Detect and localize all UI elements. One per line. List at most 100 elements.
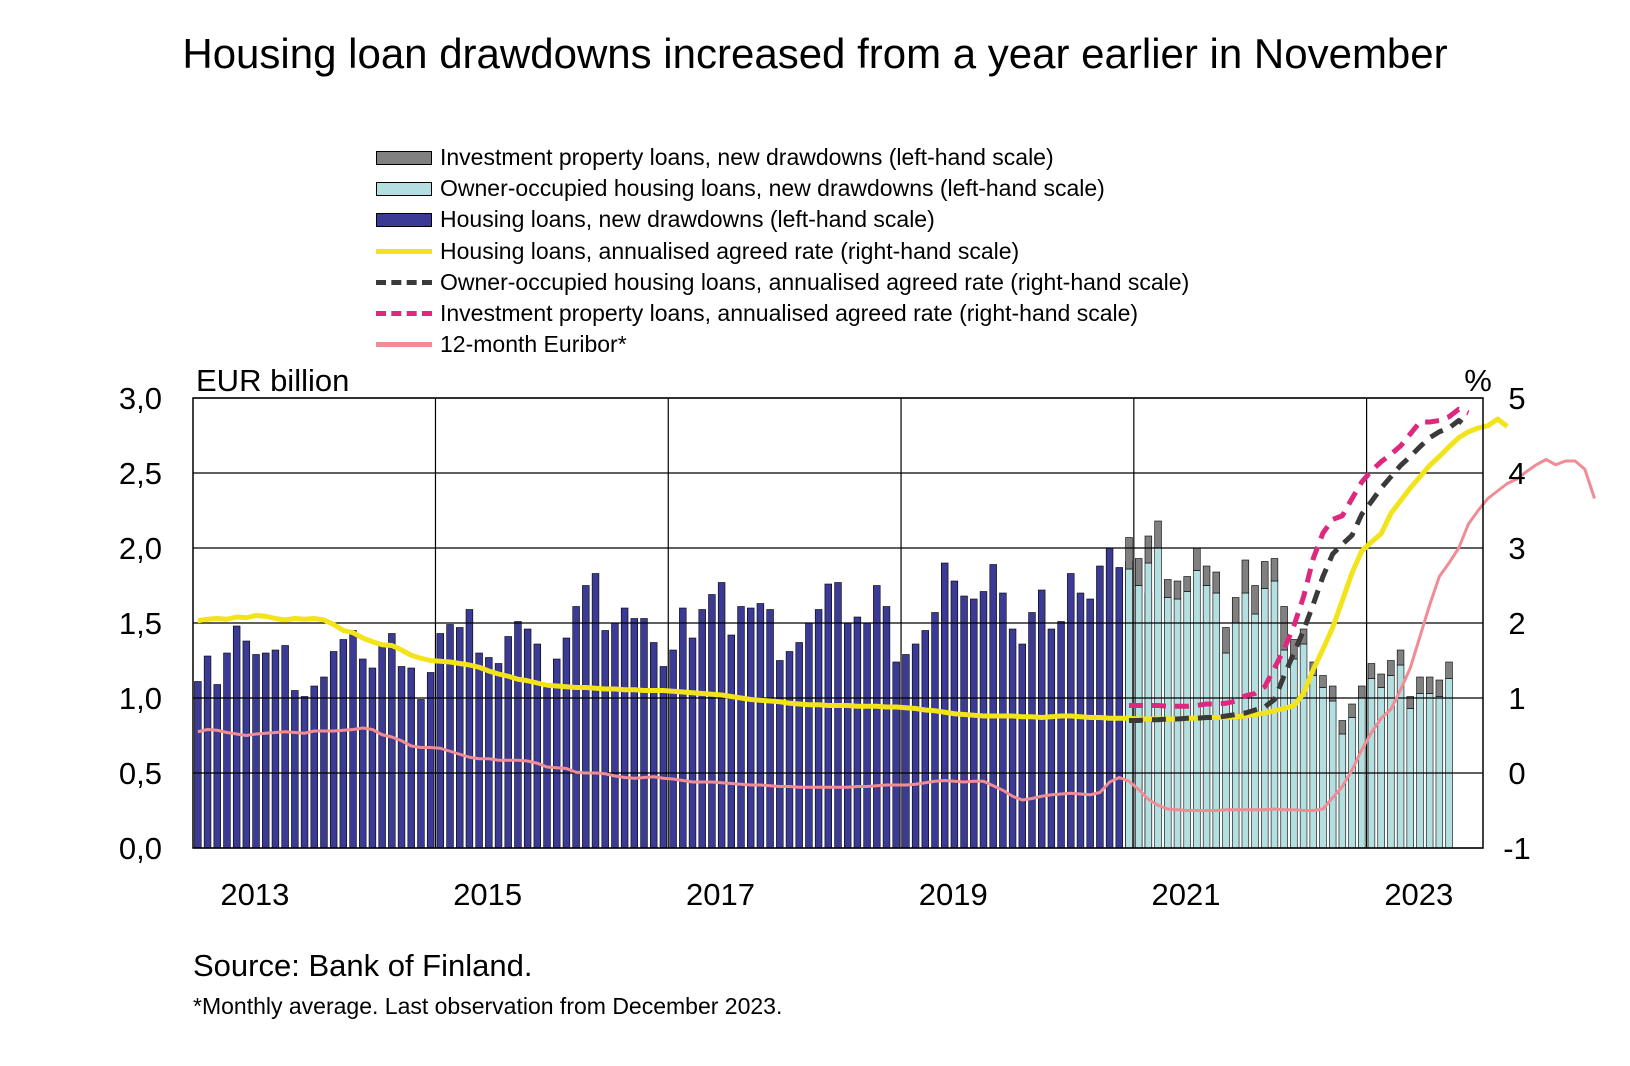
bar-housing-loans: [650, 642, 658, 849]
bar-housing-loans: [844, 622, 852, 849]
x-tick-label: 2021: [1152, 877, 1221, 912]
bar-housing-loans: [417, 699, 425, 849]
bar-housing-loans: [960, 595, 968, 849]
legend-swatch: [376, 329, 432, 360]
bar-housing-loans: [262, 652, 270, 849]
legend-item: Investment property loans, new drawdowns…: [376, 142, 1189, 173]
bar-housing-loans: [717, 582, 726, 849]
bar-investment-property: [1338, 720, 1347, 735]
bar-housing-loans: [795, 642, 803, 849]
bar-housing-loans: [582, 585, 590, 849]
bar-investment-property: [1261, 561, 1269, 589]
bar-housing-loans: [853, 616, 862, 849]
y-left-tick-label: 2,5: [119, 456, 162, 491]
plot-frame: [192, 397, 1484, 849]
bar-housing-loans: [669, 649, 677, 849]
bar-investment-property: [1212, 571, 1220, 594]
bar-housing-loans: [242, 640, 251, 849]
bar-housing-loans: [300, 696, 309, 849]
bar-housing-loans: [232, 625, 241, 849]
bar-owner-occupied: [1406, 708, 1414, 849]
bar-owner-occupied: [1193, 570, 1201, 849]
bar-owner-occupied: [1309, 675, 1317, 849]
bar-housing-loans: [873, 585, 881, 849]
bar-housing-loans: [1086, 598, 1094, 849]
y-left-axis-unit: EUR billion: [196, 363, 349, 398]
bar-housing-loans: [223, 652, 231, 849]
bar-investment-property: [1134, 558, 1143, 586]
bar-housing-loans: [533, 643, 542, 849]
bar-housing-loans: [737, 606, 745, 849]
bar-owner-occupied: [1445, 678, 1453, 849]
bar-housing-loans: [688, 637, 697, 849]
chart-canvas: 0,0 0,5 1,0 1,5 2,0 2,5 3,0 -1 0 1 2 3 4 5 2013 2015 201…: [119, 363, 1596, 912]
bar-housing-loans: [698, 609, 706, 849]
bar-investment-property: [1164, 579, 1172, 598]
bar-housing-loans: [834, 582, 842, 849]
legend-item: Owner-occupied housing loans, annualised…: [376, 267, 1189, 298]
bar-investment-property: [1222, 627, 1230, 654]
bar-housing-loans: [407, 667, 415, 849]
bar-owner-occupied: [1299, 643, 1308, 849]
bar-housing-loans: [999, 592, 1007, 849]
bar-housing-loans: [921, 630, 929, 849]
bar-housing-loans: [679, 607, 687, 849]
bar-housing-loans: [329, 651, 338, 849]
bar-owner-occupied: [1125, 568, 1133, 849]
bar-investment-property: [1396, 649, 1405, 666]
bar-housing-loans: [591, 573, 600, 849]
legend-label: Owner-occupied housing loans, new drawdo…: [440, 175, 1105, 202]
bar-housing-loans: [911, 643, 920, 849]
bar-investment-property: [1193, 547, 1201, 571]
bar-investment-property: [1280, 606, 1288, 651]
y-left-tick-label: 2,0: [119, 531, 162, 566]
bar-investment-property: [1251, 585, 1259, 615]
bar-housing-loans: [989, 564, 997, 849]
bar-owner-occupied: [1425, 693, 1434, 849]
bar-investment-property: [1270, 558, 1279, 582]
legend-label: Housing loans, annualised agreed rate (r…: [440, 237, 1020, 264]
bar-housing-loans: [940, 562, 949, 849]
bar-investment-property: [1241, 559, 1250, 594]
y-left-tick-label: 1,0: [119, 681, 162, 716]
bar-housing-loans: [814, 609, 823, 849]
y-right-tick-label: -1: [1503, 831, 1531, 866]
bar-owner-occupied: [1319, 687, 1327, 849]
legend-swatch: [376, 204, 432, 235]
bar-housing-loans: [194, 681, 202, 849]
bar-housing-loans: [465, 609, 474, 849]
bar-owner-occupied: [1222, 652, 1230, 849]
bar-investment-property: [1183, 576, 1191, 592]
line-housing-rate: [197, 416, 1509, 722]
bar-investment-property: [1406, 696, 1414, 709]
bar-housing-loans: [882, 606, 891, 849]
bar-investment-property: [1202, 565, 1211, 586]
x-tick-label: 2023: [1384, 877, 1453, 912]
legend-label: 12-month Euribor*: [440, 331, 627, 358]
bar-housing-loans: [611, 622, 619, 849]
bar-housing-loans: [640, 618, 648, 849]
bar-housing-loans: [494, 663, 503, 849]
bar-housing-loans: [776, 660, 784, 849]
bar-investment-property: [1425, 676, 1434, 694]
bar-owner-occupied: [1231, 622, 1240, 849]
legend: Investment property loans, new drawdowns…: [376, 142, 1189, 360]
bar-investment-property: [1348, 703, 1356, 718]
bar-housing-loans: [931, 612, 939, 849]
bar-housing-loans: [970, 598, 978, 849]
bar-investment-property: [1154, 520, 1162, 549]
bar-housing-loans: [349, 630, 357, 849]
y-right-tick-label: 3: [1508, 531, 1525, 566]
bar-investment-property: [1319, 675, 1327, 688]
bar-housing-loans: [572, 606, 580, 849]
y-left-tick-label: 0,5: [119, 756, 162, 791]
bar-owner-occupied: [1348, 717, 1356, 849]
bar-housing-loans: [1047, 628, 1056, 849]
bar-housing-loans: [213, 684, 221, 849]
bar-investment-property: [1445, 661, 1453, 679]
bar-housing-loans: [1057, 621, 1065, 849]
bar-housing-loans: [727, 634, 736, 849]
source-note: Source: Bank of Finland.: [193, 948, 533, 983]
bar-housing-loans: [1067, 573, 1075, 849]
bar-housing-loans: [1018, 643, 1026, 849]
